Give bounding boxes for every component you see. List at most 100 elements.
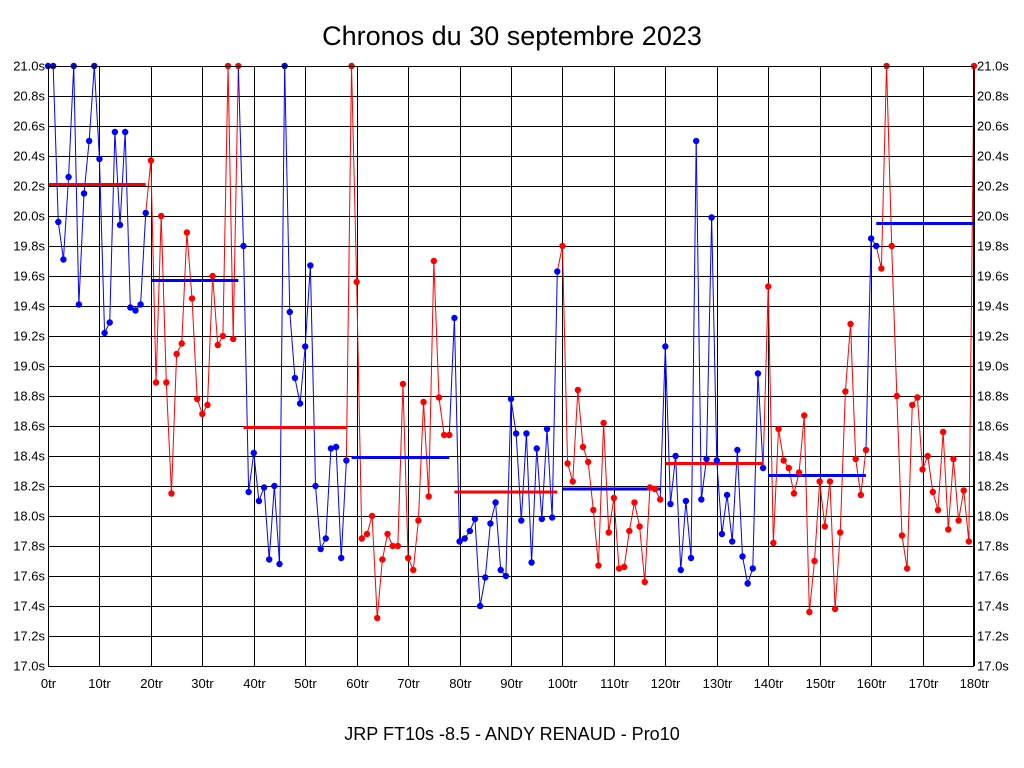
data-point bbox=[867, 235, 875, 242]
data-point bbox=[600, 419, 607, 427]
data-point bbox=[893, 392, 901, 400]
x-tick-label: 120tr bbox=[651, 676, 681, 691]
data-point bbox=[322, 535, 329, 542]
y-tick-label-right: 20.8s bbox=[977, 89, 1009, 104]
y-tick-label: 20.8s bbox=[13, 89, 45, 104]
data-point bbox=[734, 446, 741, 454]
data-point bbox=[898, 532, 906, 539]
series-line-segment bbox=[340, 460, 347, 559]
data-point bbox=[677, 566, 684, 574]
y-tick-label-right: 17.6s bbox=[977, 569, 1009, 584]
data-point bbox=[446, 431, 453, 439]
data-point bbox=[374, 614, 381, 622]
series-line-segment bbox=[315, 485, 322, 550]
points-layer bbox=[44, 62, 978, 622]
series-line-segment bbox=[109, 131, 116, 323]
data-point bbox=[142, 209, 149, 217]
series-line-segment bbox=[57, 221, 64, 260]
data-point bbox=[878, 265, 885, 272]
data-point bbox=[353, 278, 360, 286]
data-point bbox=[482, 574, 489, 581]
series-line-segment bbox=[711, 217, 718, 461]
data-point bbox=[312, 482, 319, 490]
data-point bbox=[461, 535, 468, 542]
data-point bbox=[785, 464, 792, 472]
data-point bbox=[775, 425, 782, 433]
series-line-segment bbox=[381, 533, 389, 560]
series-line-segment bbox=[958, 490, 965, 521]
data-point bbox=[821, 523, 829, 530]
y-tick-label: 20.4s bbox=[13, 149, 45, 164]
data-point bbox=[111, 128, 119, 136]
series-line-segment bbox=[690, 140, 697, 559]
series-line-segment bbox=[803, 415, 810, 613]
data-point bbox=[831, 605, 839, 613]
x-tick-label: 60tr bbox=[346, 676, 369, 691]
data-point bbox=[708, 214, 715, 221]
series-line-segment bbox=[891, 245, 898, 397]
series-layer bbox=[48, 65, 975, 619]
data-point bbox=[152, 379, 160, 386]
data-point bbox=[394, 542, 402, 550]
series-line-segment bbox=[145, 160, 152, 214]
series-line-segment bbox=[52, 65, 59, 223]
x-tick-label: 70tr bbox=[397, 676, 420, 691]
y-tick-label-right: 18.8s bbox=[977, 389, 1009, 404]
data-point bbox=[451, 314, 458, 322]
x-tick-label: 80tr bbox=[449, 676, 472, 691]
series-line-segment bbox=[916, 397, 924, 470]
data-point bbox=[492, 499, 499, 506]
data-point bbox=[116, 221, 124, 229]
series-line-segment bbox=[572, 389, 579, 482]
data-point bbox=[476, 602, 484, 610]
data-point bbox=[384, 530, 391, 538]
data-point bbox=[389, 542, 396, 550]
data-point bbox=[548, 514, 556, 521]
series-line-segment bbox=[119, 131, 126, 226]
data-point bbox=[379, 556, 386, 563]
series-line-segment bbox=[155, 215, 162, 383]
data-point bbox=[770, 539, 777, 547]
series-line-segment bbox=[309, 265, 317, 487]
data-point bbox=[343, 457, 350, 464]
data-point bbox=[718, 530, 726, 538]
series-line-segment bbox=[742, 556, 749, 584]
x-tick-label: 130tr bbox=[703, 676, 733, 691]
series-line-segment bbox=[124, 131, 131, 308]
y-tick-label-right: 17.4s bbox=[977, 599, 1009, 614]
y-tick-label: 18.0s bbox=[13, 509, 45, 524]
series-line-segment bbox=[680, 500, 687, 571]
y-tick-label-right: 17.2s bbox=[977, 629, 1009, 644]
data-point bbox=[837, 529, 844, 536]
data-point bbox=[538, 515, 546, 523]
series-line-segment bbox=[160, 215, 167, 383]
data-point bbox=[960, 487, 967, 494]
series-line-segment bbox=[525, 433, 533, 563]
y-tick-label: 20.6s bbox=[13, 119, 45, 134]
y-tick-labels-right: 17.0s 17.2s 17.4s 17.6s 17.8s 18.0s 18.2s 18.4s… bbox=[977, 59, 1009, 674]
y-tick-label: 19.8s bbox=[13, 239, 45, 254]
series-line-segment bbox=[577, 389, 584, 448]
series-line-segment bbox=[495, 502, 502, 571]
data-point bbox=[497, 566, 504, 574]
data-point bbox=[266, 556, 273, 563]
series-line-segment bbox=[397, 383, 404, 547]
series-line-segment bbox=[633, 502, 641, 527]
series-line-segment bbox=[844, 323, 852, 392]
data-point bbox=[682, 497, 690, 505]
data-point bbox=[85, 137, 93, 145]
y-tick-label-right: 18.0s bbox=[977, 509, 1009, 524]
data-point bbox=[173, 350, 180, 358]
data-point bbox=[368, 512, 376, 520]
data-point bbox=[327, 445, 335, 452]
data-point bbox=[631, 499, 638, 506]
series-line-segment bbox=[505, 398, 512, 577]
data-point bbox=[420, 398, 427, 406]
data-point bbox=[410, 566, 417, 574]
data-point bbox=[873, 242, 880, 250]
series-line-segment bbox=[952, 458, 960, 521]
data-point bbox=[507, 395, 515, 403]
y-tick-label-right: 18.4s bbox=[977, 449, 1009, 464]
series-line-segment bbox=[206, 275, 214, 406]
x-tick-labels: 0tr 10tr 20tr 30tr 40tr 50tr 60tr 70tr 80tr 90tr 1… bbox=[41, 676, 990, 691]
